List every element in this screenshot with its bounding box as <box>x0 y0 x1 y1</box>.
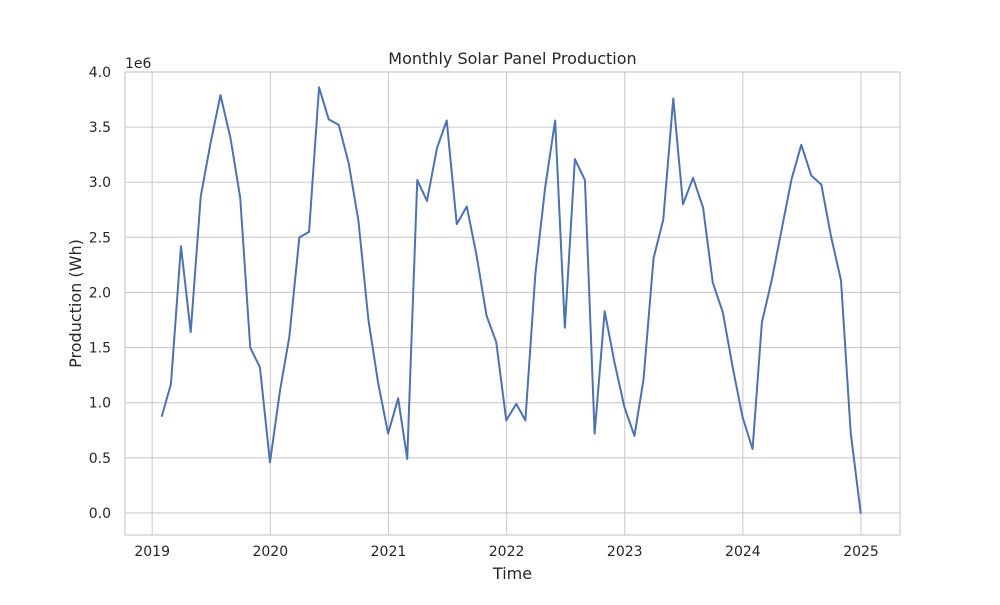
series-layer <box>160 86 862 514</box>
y-tick-labels: 0.0 0.5 1.0 1.5 2.0 2.5 3.0 3.5 4.0 <box>89 65 111 522</box>
y-tick-label: 4.0 <box>89 65 111 81</box>
y-axis-label: Production (Wh) <box>66 239 85 368</box>
x-axis-label: Time <box>492 564 532 583</box>
y-tick-label: 1.5 <box>89 341 111 357</box>
x-tick-labels: 2019 2020 2021 2022 2023 2024 2025 <box>134 544 878 560</box>
x-tick-label: 2025 <box>843 544 879 560</box>
y-tick-label: 1.0 <box>89 396 111 412</box>
y-axis-multiplier: 1e6 <box>125 56 152 72</box>
plot-frame <box>124 71 901 536</box>
y-tick-label: 3.0 <box>89 175 111 191</box>
x-tick-label: 2022 <box>489 544 525 560</box>
y-tick-label: 0.0 <box>89 506 111 522</box>
grid-lines <box>125 71 900 535</box>
y-tick-label: 3.5 <box>89 120 111 136</box>
x-tick-label: 2021 <box>371 544 407 560</box>
series-line <box>160 86 862 514</box>
x-tick-label: 2024 <box>725 544 761 560</box>
y-tick-label: 2.5 <box>89 230 111 246</box>
x-tick-label: 2020 <box>252 544 288 560</box>
y-tick-label: 0.5 <box>89 451 111 467</box>
chart-title: Monthly Solar Panel Production <box>388 49 636 68</box>
x-tick-label: 2023 <box>607 544 643 560</box>
y-tick-label: 2.0 <box>89 285 111 301</box>
x-tick-label: 2019 <box>134 544 170 560</box>
